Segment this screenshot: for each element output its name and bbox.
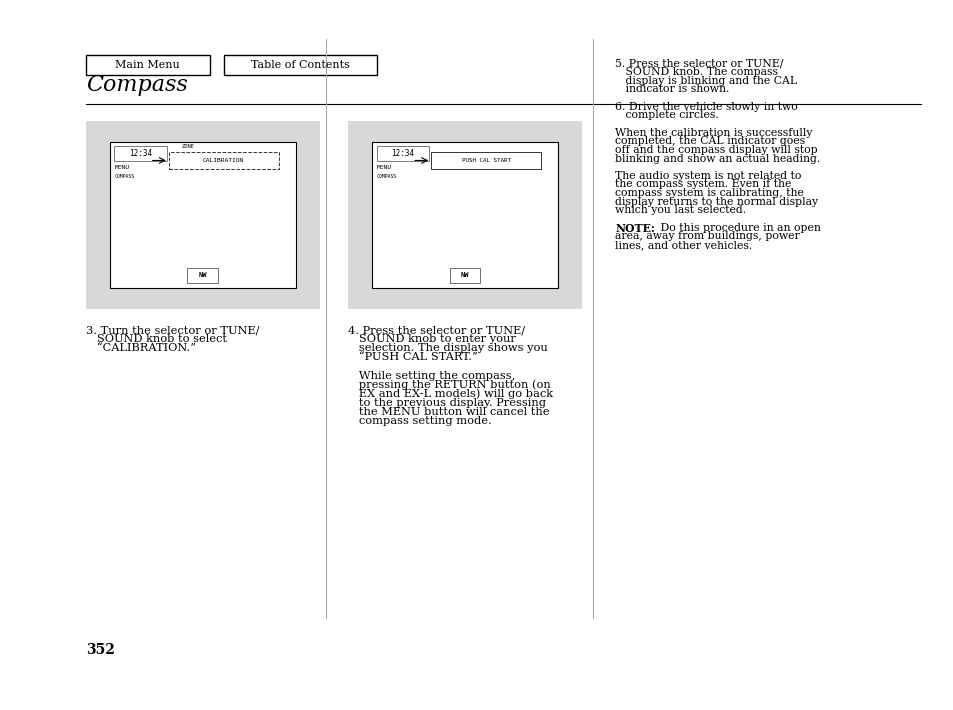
Text: MENU: MENU [114, 165, 130, 170]
Text: area, away from buildings, power: area, away from buildings, power [615, 231, 800, 241]
Text: “PUSH CAL START.”: “PUSH CAL START.” [348, 352, 477, 363]
Text: selection. The display shows you: selection. The display shows you [348, 344, 547, 354]
Text: 3. Turn the selector or TUNE/: 3. Turn the selector or TUNE/ [86, 325, 259, 335]
Text: MENU: MENU [376, 165, 392, 170]
Text: EX and EX-L models) will go back: EX and EX-L models) will go back [348, 389, 553, 400]
Text: CALIBRATION: CALIBRATION [203, 158, 244, 163]
Text: NOTE:: NOTE: [615, 223, 655, 234]
Text: SOUND knob to select: SOUND knob to select [86, 334, 227, 344]
Text: SOUND knob. The compass: SOUND knob. The compass [615, 67, 778, 77]
Text: Compass: Compass [86, 74, 188, 96]
FancyBboxPatch shape [114, 146, 167, 161]
Text: the compass system. Even if the: the compass system. Even if the [615, 180, 791, 190]
Text: NW: NW [198, 273, 207, 278]
FancyBboxPatch shape [86, 121, 319, 309]
FancyBboxPatch shape [372, 142, 558, 288]
Text: COMPASS: COMPASS [376, 174, 396, 179]
Text: The audio system is not related to: The audio system is not related to [615, 171, 801, 181]
Text: the MENU button will cancel the: the MENU button will cancel the [348, 407, 549, 417]
Text: blinking and show an actual heading.: blinking and show an actual heading. [615, 153, 820, 163]
Text: 4. Press the selector or TUNE/: 4. Press the selector or TUNE/ [348, 325, 525, 335]
FancyBboxPatch shape [110, 142, 295, 288]
FancyBboxPatch shape [376, 146, 429, 161]
Text: completed, the CAL indicator goes: completed, the CAL indicator goes [615, 136, 804, 146]
FancyBboxPatch shape [169, 152, 278, 169]
Text: complete circles.: complete circles. [615, 110, 719, 120]
FancyBboxPatch shape [86, 55, 210, 75]
Text: PUSH CAL START: PUSH CAL START [461, 158, 510, 163]
Text: Table of Contents: Table of Contents [251, 60, 350, 70]
Text: SOUND knob to enter your: SOUND knob to enter your [348, 334, 516, 344]
Text: 6. Drive the vehicle slowly in two: 6. Drive the vehicle slowly in two [615, 102, 798, 111]
Text: pressing the RETURN button (on: pressing the RETURN button (on [348, 380, 551, 391]
FancyBboxPatch shape [431, 152, 540, 169]
Text: “CALIBRATION.”: “CALIBRATION.” [86, 344, 195, 354]
Text: When the calibration is successfully: When the calibration is successfully [615, 128, 812, 138]
Text: compass system is calibrating, the: compass system is calibrating, the [615, 188, 803, 198]
Text: 5. Press the selector or TUNE/: 5. Press the selector or TUNE/ [615, 58, 782, 68]
FancyBboxPatch shape [224, 55, 376, 75]
Text: to the previous display. Pressing: to the previous display. Pressing [348, 398, 546, 408]
Text: off and the compass display will stop: off and the compass display will stop [615, 145, 817, 155]
Text: ZONE: ZONE [181, 143, 194, 149]
Text: 12:34: 12:34 [391, 149, 415, 158]
Text: Do this procedure in an open: Do this procedure in an open [657, 223, 821, 233]
Text: Main Menu: Main Menu [115, 60, 180, 70]
FancyBboxPatch shape [348, 121, 581, 309]
Text: display is blinking and the CAL: display is blinking and the CAL [615, 75, 797, 85]
Text: which you last selected.: which you last selected. [615, 205, 745, 215]
Text: indicator is shown.: indicator is shown. [615, 84, 729, 94]
Text: display returns to the normal display: display returns to the normal display [615, 197, 818, 207]
Text: 352: 352 [86, 643, 114, 657]
Text: NW: NW [460, 273, 469, 278]
Text: COMPASS: COMPASS [114, 174, 134, 179]
Text: compass setting mode.: compass setting mode. [348, 416, 492, 426]
Text: lines, and other vehicles.: lines, and other vehicles. [615, 240, 752, 250]
Text: While setting the compass,: While setting the compass, [348, 371, 515, 381]
Text: 12:34: 12:34 [129, 149, 152, 158]
FancyBboxPatch shape [187, 268, 217, 283]
FancyBboxPatch shape [450, 268, 480, 283]
